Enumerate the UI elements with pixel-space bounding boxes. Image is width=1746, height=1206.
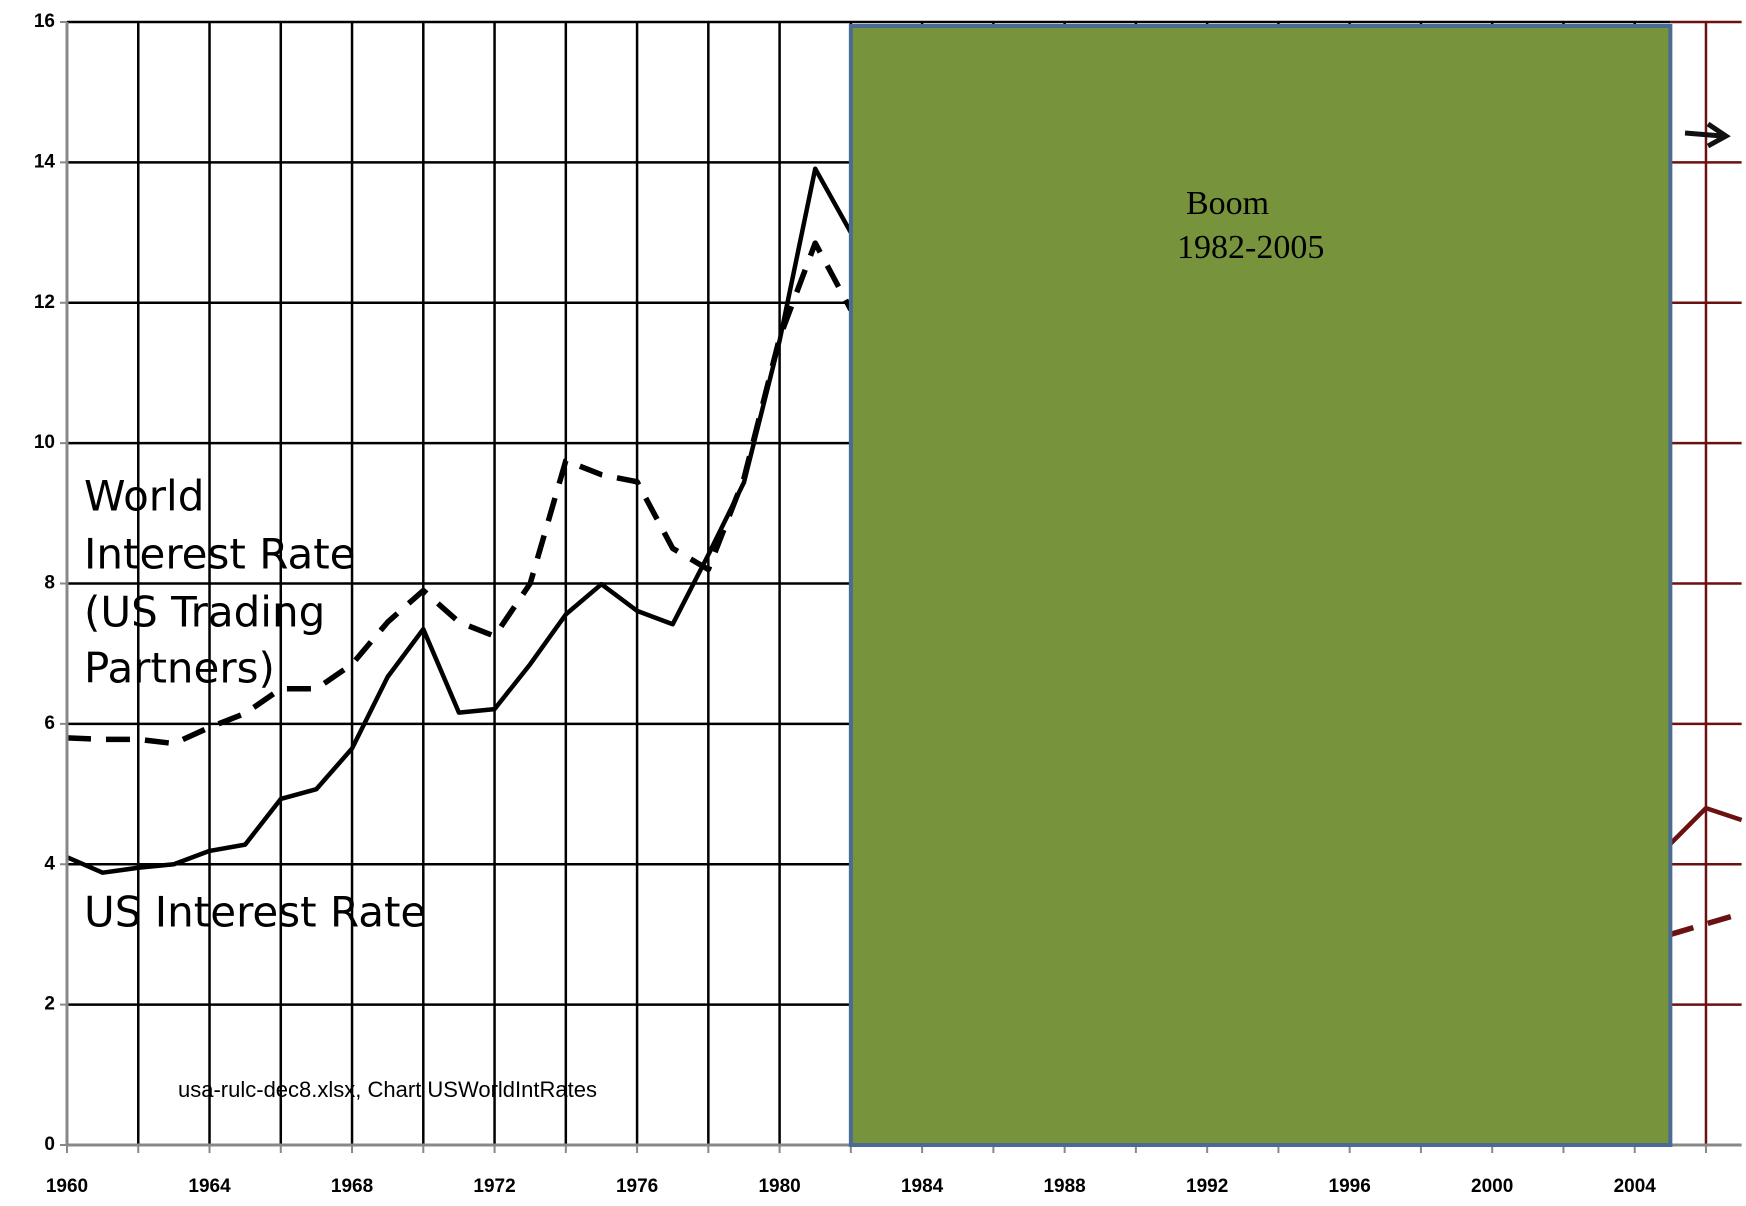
y-tick-label: 8 bbox=[44, 573, 55, 594]
band-label: 1982-2005 bbox=[1177, 229, 1324, 266]
y-tick-label: 6 bbox=[44, 713, 55, 734]
series-line bbox=[1670, 805, 1743, 846]
series-line bbox=[1670, 910, 1743, 938]
arrow bbox=[1684, 121, 1731, 149]
x-tick-label: 1992 bbox=[1186, 1176, 1228, 1197]
y-tick-label: 2 bbox=[44, 994, 55, 1015]
x-tick-label: 1984 bbox=[901, 1176, 944, 1197]
world-rate-label: Partners) bbox=[84, 644, 275, 693]
x-tick-label: 1996 bbox=[1329, 1176, 1371, 1197]
x-tick-label: 1980 bbox=[758, 1176, 800, 1197]
x-tick-label: 1964 bbox=[188, 1176, 231, 1197]
series-line bbox=[66, 240, 1671, 935]
us-rate-label: US Interest Rate bbox=[84, 888, 426, 937]
x-tick-label: 1976 bbox=[616, 1176, 658, 1197]
x-tick-label: 2004 bbox=[1614, 1176, 1657, 1197]
y-tick-label: 14 bbox=[34, 151, 56, 172]
world-rate-label: Interest Rate bbox=[84, 530, 356, 579]
y-tick-label: 10 bbox=[34, 432, 55, 453]
world-rate-label: (US Trading bbox=[84, 588, 325, 637]
world-rate-label: World bbox=[84, 472, 204, 521]
y-tick-label: 0 bbox=[44, 1134, 55, 1155]
y-tick-label: 16 bbox=[34, 11, 55, 32]
series-line bbox=[66, 166, 1671, 875]
y-tick-label: 4 bbox=[44, 853, 55, 874]
x-tick-label: 1988 bbox=[1043, 1176, 1085, 1197]
source-note: usa-rulc-dec8.xlsx, Chart USWorldIntRate… bbox=[178, 1077, 597, 1102]
band-label: Boom bbox=[1186, 185, 1269, 222]
x-tick-label: 2000 bbox=[1471, 1176, 1513, 1197]
x-tick-label: 1960 bbox=[46, 1176, 88, 1197]
x-tick-label: 1968 bbox=[331, 1176, 373, 1197]
y-tick-label: 12 bbox=[34, 292, 55, 313]
x-tick-label: 1972 bbox=[473, 1176, 515, 1197]
boom-band bbox=[848, 24, 1673, 1147]
